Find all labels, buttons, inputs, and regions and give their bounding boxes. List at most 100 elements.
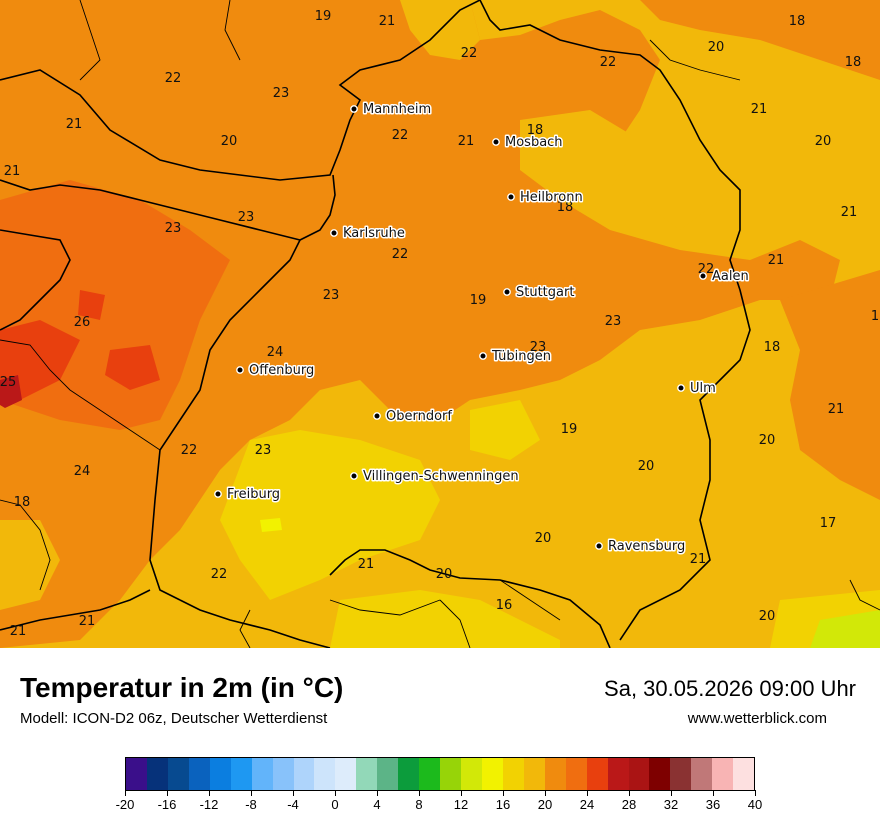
scale-tick-mark — [167, 790, 168, 796]
scale-tick-mark — [545, 790, 546, 796]
scale-tick-label: 12 — [453, 797, 469, 812]
city-marker-aalen — [699, 272, 707, 280]
scale-tick-mark — [755, 790, 756, 796]
temperature-value: 18 — [764, 340, 781, 355]
color-segment — [293, 758, 315, 790]
temperature-value: 21 — [828, 402, 845, 417]
temperature-value: 26 — [74, 315, 91, 330]
scale-tick-label: 40 — [747, 797, 763, 812]
color-segment — [565, 758, 587, 790]
temperature-value: 21 — [66, 117, 83, 132]
color-segment — [733, 758, 755, 790]
model-subtitle: Modell: ICON-D2 06z, Deutscher Wetterdie… — [20, 710, 328, 727]
city-marker-offenburg — [236, 366, 244, 374]
color-segment — [398, 758, 420, 790]
temperature-field — [0, 0, 880, 648]
temperature-value: 23 — [323, 288, 340, 303]
temperature-value: 22 — [181, 443, 198, 458]
temperature-value: 18 — [14, 495, 31, 510]
color-segment — [544, 758, 566, 790]
temperature-value: 21 — [458, 134, 475, 149]
scale-tick-label: 28 — [621, 797, 637, 812]
temperature-value: 22 — [600, 55, 617, 70]
color-segment — [230, 758, 252, 790]
temperature-value: 19 — [315, 9, 332, 24]
scale-tick-mark — [461, 790, 462, 796]
temperature-value: 20 — [759, 609, 776, 624]
color-segment — [691, 758, 713, 790]
scale-tick-mark — [335, 790, 336, 796]
color-segment — [188, 758, 210, 790]
color-segment — [419, 758, 441, 790]
city-label-offenburg: Offenburg — [249, 363, 314, 378]
temperature-value: 20 — [638, 459, 655, 474]
city-marker-freiburg — [214, 490, 222, 498]
temperature-value: 21 — [690, 552, 707, 567]
temperature-value: 20 — [436, 567, 453, 582]
color-scale-bar — [125, 757, 755, 791]
temperature-value: 21 — [10, 624, 27, 639]
scale-tick-label: 0 — [331, 797, 339, 812]
temperature-value: 21 — [4, 164, 21, 179]
color-segment — [440, 758, 461, 790]
temperature-value: 17 — [820, 516, 837, 531]
city-marker-ravensburg — [595, 542, 603, 550]
temperature-value: 21 — [358, 557, 375, 572]
city-label-ulm: Ulm — [690, 381, 716, 396]
city-marker-heilbronn — [507, 193, 515, 201]
scale-tick-label: 8 — [415, 797, 423, 812]
color-segment — [356, 758, 378, 790]
city-label-ravensburg: Ravensburg — [608, 539, 685, 554]
scale-tick-label: 4 — [373, 797, 381, 812]
color-segment — [167, 758, 189, 790]
temperature-value: 25 — [0, 375, 16, 390]
temperature-value: 22 — [392, 247, 409, 262]
temperature-value: 18 — [845, 55, 862, 70]
color-segment — [251, 758, 273, 790]
color-segment — [649, 758, 671, 790]
scale-tick-label: -4 — [287, 797, 299, 812]
scale-tick-label: -16 — [157, 797, 177, 812]
city-label-stuttgart: Stuttgart — [516, 285, 574, 300]
city-marker-ulm — [677, 384, 685, 392]
color-segment — [628, 758, 650, 790]
temperature-value: 20 — [815, 134, 832, 149]
color-segment — [523, 758, 545, 790]
cities: Mannheim Mosbach Heilbronn Karlsruhe Stuttga… — [214, 101, 750, 556]
temperature-value: 20 — [759, 433, 776, 448]
temperature-value: 20 — [221, 134, 238, 149]
color-segment — [377, 758, 399, 790]
scale-tick-mark — [629, 790, 630, 796]
city-marker-villingen — [350, 472, 358, 480]
scale-tick-label: -20 — [115, 797, 135, 812]
scale-tick-mark — [713, 790, 714, 796]
website-label: www.wetterblick.com — [687, 710, 827, 727]
color-segment — [314, 758, 336, 790]
legend-footer: Temperatur in 2m (in °C) Modell: ICON-D2… — [0, 648, 880, 830]
scale-tick-mark — [503, 790, 504, 796]
city-label-aalen: Aalen — [712, 269, 749, 284]
scale-tick-label: -12 — [199, 797, 219, 812]
scale-tick-mark — [587, 790, 588, 796]
city-marker-mannheim — [350, 105, 358, 113]
temperature-value: 16 — [496, 598, 513, 613]
scale-tick-mark — [377, 790, 378, 796]
color-segment — [607, 758, 629, 790]
color-segment — [712, 758, 734, 790]
temperature-value: 1 — [871, 309, 879, 324]
temperature-value: 22 — [165, 71, 182, 86]
scale-tick-label: 32 — [663, 797, 679, 812]
city-marker-karlsruhe — [330, 229, 338, 237]
temperature-value: 18 — [557, 200, 574, 215]
city-label-villingen: Villingen-Schwenningen — [363, 469, 519, 484]
scale-tick-mark — [293, 790, 294, 796]
color-segment — [502, 758, 524, 790]
temperature-value: 23 — [530, 340, 547, 355]
temperature-value: 22 — [211, 567, 228, 582]
temperature-value: 18 — [789, 14, 806, 29]
temperature-value: 21 — [79, 614, 96, 629]
temperature-map: 19 21 22 18 20 18 22 23 22 20 22 21 18 21 20 21 21 23 23 18… — [0, 0, 880, 648]
scale-tick-mark — [419, 790, 420, 796]
scale-tick-mark — [251, 790, 252, 796]
temperature-value: 22 — [461, 46, 478, 61]
